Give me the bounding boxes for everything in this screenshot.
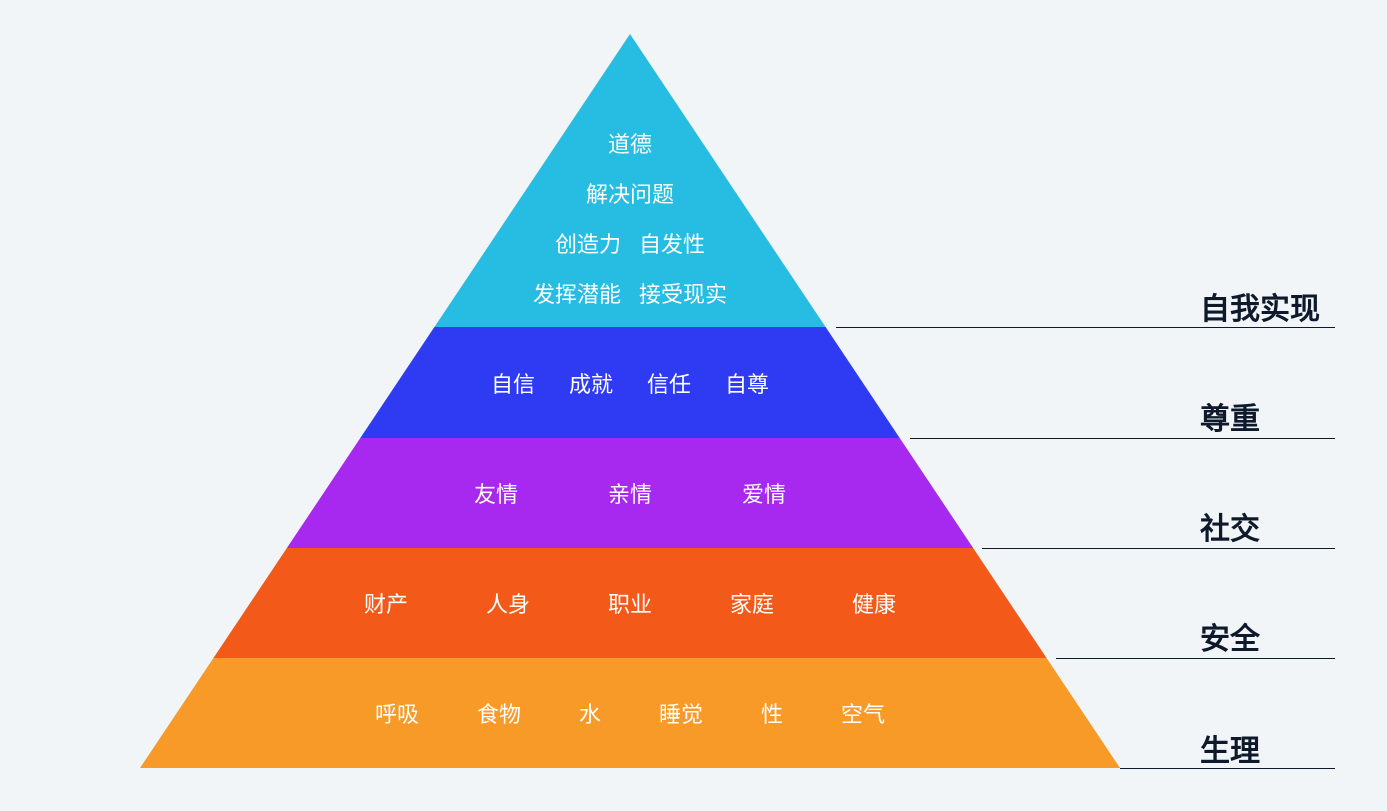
pyramid-item: 财产 bbox=[364, 587, 408, 619]
pyramid-level-1-content: 呼吸 食物 水 睡觉 性 空气 bbox=[140, 658, 1120, 768]
pyramid-item: 亲情 bbox=[608, 477, 652, 509]
pyramid-level-2-label: 安全 bbox=[1200, 614, 1260, 658]
pyramid-item: 睡觉 bbox=[659, 697, 703, 729]
pyramid-item: 食物 bbox=[477, 697, 521, 729]
pyramid-item: 空气 bbox=[841, 697, 885, 729]
pyramid-item: 自尊 bbox=[725, 367, 769, 399]
pyramid-item: 接受现实 bbox=[639, 277, 727, 309]
pyramid-item: 爱情 bbox=[742, 477, 786, 509]
pyramid-level-5-row-0: 道德 bbox=[608, 127, 652, 159]
pyramid-item: 人身 bbox=[486, 587, 530, 619]
pyramid-item: 自信 bbox=[491, 367, 535, 399]
pyramid-item: 家庭 bbox=[730, 587, 774, 619]
pyramid-item: 信任 bbox=[647, 367, 691, 399]
pyramid-item: 解决问题 bbox=[586, 177, 674, 209]
pyramid-level-1-label: 生理 bbox=[1200, 726, 1260, 770]
pyramid-item: 创造力 bbox=[555, 227, 621, 259]
pyramid-level-4-rule bbox=[910, 438, 1335, 439]
pyramid-level-2-content: 财产 人身 职业 家庭 健康 bbox=[213, 548, 1046, 658]
pyramid-level-5-rule bbox=[836, 327, 1335, 328]
pyramid-item: 水 bbox=[579, 697, 601, 729]
pyramid-item: 性 bbox=[761, 697, 783, 729]
pyramid-level-4-label: 尊重 bbox=[1200, 394, 1260, 438]
pyramid-item: 发挥潜能 bbox=[533, 277, 621, 309]
pyramid-level-5-label: 自我实现 bbox=[1200, 284, 1320, 328]
pyramid-item: 道德 bbox=[608, 127, 652, 159]
pyramid-level-5-content: 道德解决问题创造力自发性发挥潜能接受现实 bbox=[434, 34, 825, 327]
pyramid-item: 职业 bbox=[608, 587, 652, 619]
pyramid-item: 成就 bbox=[569, 367, 613, 399]
pyramid-item: 自发性 bbox=[639, 227, 705, 259]
pyramid-level-1-rule bbox=[1120, 768, 1335, 769]
pyramid-item: 呼吸 bbox=[375, 697, 419, 729]
pyramid-canvas: 道德解决问题创造力自发性发挥潜能接受现实自我实现自信成就信任自尊尊重友情亲情爱情… bbox=[0, 0, 1387, 811]
pyramid-item: 友情 bbox=[474, 477, 518, 509]
pyramid-level-5-row-3: 发挥潜能接受现实 bbox=[533, 277, 727, 309]
pyramid-level-3-content: 友情 亲情 爱情 bbox=[287, 438, 973, 548]
pyramid-level-5-row-1: 解决问题 bbox=[586, 177, 674, 209]
pyramid-level-3-label: 社交 bbox=[1200, 504, 1260, 548]
pyramid-level-4-content: 自信 成就 信任 自尊 bbox=[360, 327, 899, 438]
pyramid-level-5-row-2: 创造力自发性 bbox=[555, 227, 705, 259]
pyramid-item: 健康 bbox=[852, 587, 896, 619]
